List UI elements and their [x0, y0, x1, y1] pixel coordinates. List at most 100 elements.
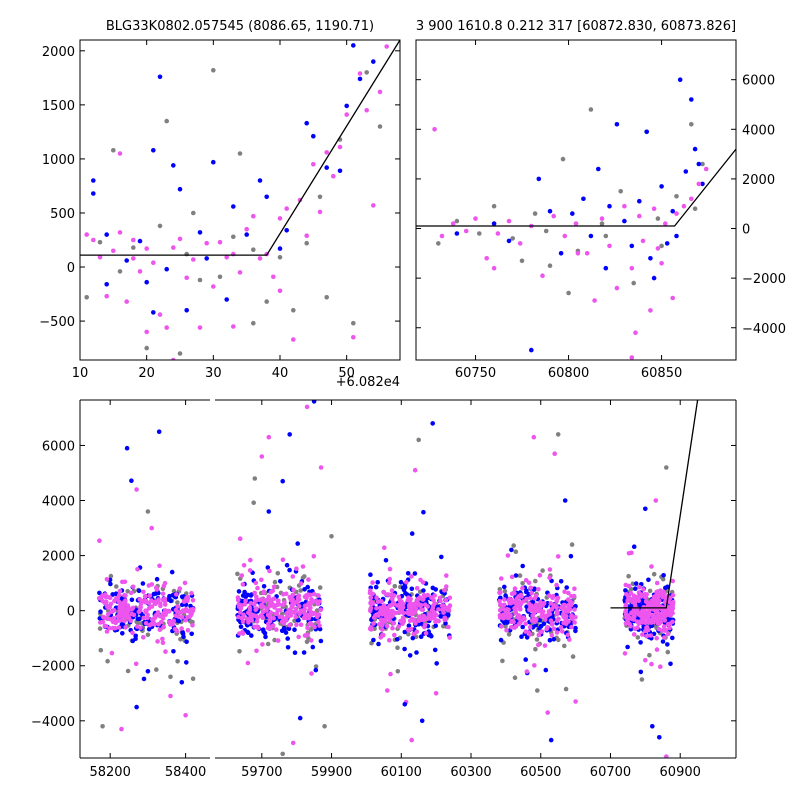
data-point-gray — [555, 432, 561, 437]
data-point-blue — [588, 233, 594, 239]
data-point-blue — [137, 238, 143, 244]
data-point-blue — [224, 297, 229, 302]
data-point-blue — [660, 639, 666, 644]
data-point-magenta — [224, 254, 229, 260]
data-point-magenta — [663, 221, 668, 226]
data-point-magenta — [277, 288, 283, 294]
data-point-magenta — [134, 624, 140, 629]
data-point-blue — [310, 644, 316, 650]
data-point-blue — [133, 633, 138, 639]
data-point-gray — [533, 646, 538, 652]
data-point-blue — [524, 635, 530, 640]
y-tick-label: 2000 — [42, 45, 75, 60]
data-point-magenta — [173, 613, 179, 618]
data-point-blue — [558, 251, 564, 256]
data-point-magenta — [254, 619, 260, 624]
data-point-magenta — [298, 581, 304, 586]
data-point-magenta — [277, 216, 283, 221]
data-point-magenta — [153, 585, 159, 591]
data-point-magenta — [122, 600, 128, 605]
data-point-magenta — [523, 621, 528, 627]
data-point-gray — [674, 194, 679, 199]
data-point-magenta — [572, 620, 577, 625]
data-point-magenta — [644, 633, 649, 639]
x-tick-label: 58200 — [89, 765, 130, 780]
data-point-blue — [141, 676, 147, 682]
data-point-magenta — [655, 246, 661, 251]
data-point-magenta — [379, 627, 385, 632]
data-point-magenta — [411, 618, 417, 624]
data-point-magenta — [414, 585, 420, 591]
data-point-magenta — [644, 624, 650, 630]
data-point-magenta — [661, 609, 666, 614]
data-point-blue — [638, 669, 644, 675]
data-point-blue — [140, 581, 146, 586]
data-point-gray — [84, 295, 89, 300]
data-point-blue — [614, 122, 620, 127]
data-point-magenta — [204, 240, 209, 246]
data-point-magenta — [554, 618, 560, 624]
data-point-magenta — [643, 657, 648, 663]
data-point-magenta — [484, 255, 490, 261]
data-point-magenta — [420, 580, 426, 585]
data-point-blue — [568, 553, 574, 559]
y-tick-label: 2000 — [742, 173, 775, 188]
data-point-gray — [517, 573, 523, 578]
data-point-gray — [97, 626, 103, 631]
data-point-magenta — [560, 629, 565, 634]
data-point-magenta — [392, 632, 397, 638]
data-point-magenta — [629, 355, 635, 360]
data-point-blue — [180, 630, 185, 635]
data-point-blue — [433, 623, 439, 628]
data-point-blue — [261, 629, 266, 634]
y-tick-label: 0 — [67, 261, 75, 276]
data-point-magenta — [237, 536, 243, 541]
data-point-magenta — [623, 612, 629, 617]
data-point-magenta — [660, 593, 666, 599]
data-point-magenta — [551, 213, 556, 219]
x-tick-label: 59900 — [311, 765, 352, 780]
data-point-magenta — [157, 312, 163, 317]
data-point-blue — [562, 498, 568, 503]
top-right-title: 3 900 1610.8 0.212 317 [60872.830, 60873… — [416, 19, 736, 34]
data-point-magenta — [161, 624, 166, 630]
data-point-magenta — [431, 615, 437, 620]
data-point-magenta — [247, 608, 253, 613]
data-point-magenta — [117, 613, 122, 619]
data-point-magenta — [500, 603, 505, 608]
data-point-magenta — [116, 625, 122, 630]
data-point-magenta — [253, 598, 259, 603]
data-point-magenta — [667, 605, 672, 610]
data-point-gray — [416, 437, 422, 443]
data-point-blue — [637, 198, 642, 204]
data-point-gray — [377, 124, 383, 129]
data-point-magenta — [401, 619, 407, 624]
data-point-blue — [181, 634, 186, 640]
data-point-magenta — [306, 603, 312, 609]
data-point-magenta — [197, 325, 203, 330]
data-point-magenta — [381, 590, 387, 595]
data-point-magenta — [141, 615, 146, 621]
data-point-magenta — [532, 663, 537, 668]
data-point-magenta — [573, 699, 578, 704]
data-point-magenta — [144, 246, 149, 251]
y-tick-label: 4000 — [42, 495, 75, 510]
data-point-magenta — [240, 582, 246, 587]
data-point-blue — [683, 169, 689, 174]
data-point-magenta — [246, 620, 251, 625]
data-point-magenta — [497, 608, 503, 613]
data-point-blue — [394, 637, 400, 642]
y-tick-label: −4000 — [742, 322, 786, 337]
data-point-magenta — [648, 308, 653, 313]
data-point-magenta — [113, 620, 118, 626]
data-point-magenta — [151, 260, 156, 266]
data-point-blue — [524, 604, 529, 609]
data-point-blue — [129, 597, 135, 603]
data-point-magenta — [271, 274, 276, 280]
data-point-gray — [114, 584, 119, 589]
data-point-blue — [421, 509, 426, 515]
data-point-gray — [191, 210, 196, 216]
data-point-blue — [337, 168, 343, 174]
data-point-magenta — [280, 602, 286, 608]
data-point-magenta — [231, 324, 236, 329]
